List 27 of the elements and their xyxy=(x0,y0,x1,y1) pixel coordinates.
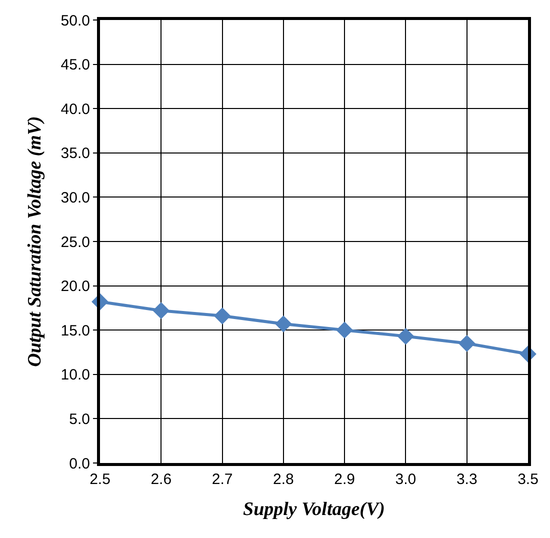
x-tick-label: 2.6 xyxy=(150,471,172,488)
x-tick-label: 3.0 xyxy=(395,471,416,488)
point xyxy=(458,334,476,352)
x-tick-label: 2.8 xyxy=(273,471,294,488)
point xyxy=(336,322,354,339)
y-tick-label: 10.0 xyxy=(60,366,90,384)
x-tick-label: 2.5 xyxy=(90,471,110,488)
y-axis-title: Output Saturation Voltage (mV) xyxy=(24,116,46,367)
point xyxy=(274,315,292,332)
point xyxy=(397,328,414,345)
y-tick-label: 45.0 xyxy=(60,56,90,74)
y-tick-label: 40.0 xyxy=(60,100,90,118)
x-tick-label: 2.7 xyxy=(212,471,233,488)
x-tick-label: 2.9 xyxy=(334,471,355,488)
point xyxy=(152,302,170,320)
point xyxy=(214,307,231,324)
x-axis-title: Supply Voltage(V) xyxy=(243,498,385,520)
y-tick-label: 5.0 xyxy=(69,410,90,428)
y-tick-label: 35.0 xyxy=(60,145,90,162)
y-tick-label: 30.0 xyxy=(60,189,90,206)
x-tick-label: 3.3 xyxy=(456,471,478,488)
y-tick-label: 50.0 xyxy=(60,12,90,30)
y-tick-label: 15.0 xyxy=(60,322,90,340)
y-tick-label: 0.0 xyxy=(69,455,90,472)
y-tick-label: 20.0 xyxy=(60,278,90,296)
x-tick-label: 3.5 xyxy=(518,471,538,488)
y-tick-label: 25.0 xyxy=(60,234,90,251)
